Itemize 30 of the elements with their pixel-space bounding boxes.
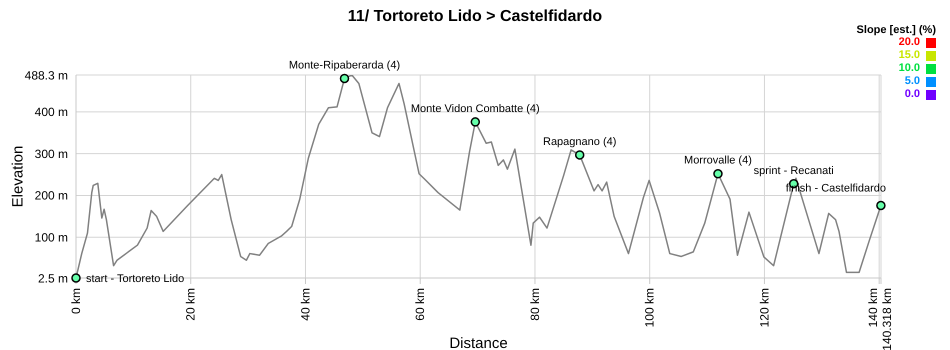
color-bar-label: 15.0 <box>898 49 920 62</box>
y-tick-label: 400 m <box>34 105 68 120</box>
annotation: Rapagnano (4) <box>543 136 616 148</box>
x-tick-label: 140 km <box>866 288 880 328</box>
color-bar-label: 10.0 <box>898 62 920 75</box>
y-tick-label: 488.3 m <box>24 68 68 82</box>
x-tick-label: 0 km <box>69 288 83 314</box>
x-tick-label: 60 km <box>413 288 428 321</box>
y-axis-title: Elevation <box>10 144 26 210</box>
x-tick-label: 140.318 km <box>880 288 894 350</box>
color-bar-label: 0.0 <box>904 88 920 101</box>
y-tick-label: 200 m <box>34 188 68 203</box>
chart-title: 11/ Tortoreto Lido > Castelfidardo <box>348 8 602 25</box>
x-axis-title: Distance <box>449 335 508 350</box>
color-bar-label: 5.0 <box>904 75 920 88</box>
x-tick-label: 20 km <box>184 288 198 321</box>
color-bar-title: Slope [est.] (%) <box>856 24 936 36</box>
x-tick-label: 40 km <box>298 288 312 321</box>
y-tick-label: 100 m <box>34 230 68 245</box>
annotation: Monte Vidon Combatte (4) <box>410 102 540 115</box>
y-tick-label: 2.5 m <box>38 271 68 286</box>
annotation: Morrovalle (4) <box>684 154 752 167</box>
x-tick-label: 120 km <box>757 288 772 328</box>
annotation: Monte-Ripaberarda (4) <box>288 59 400 72</box>
x-tick-label: 100 km <box>642 288 657 328</box>
y-tick-label: 300 m <box>34 146 68 161</box>
color-bar-label: 20.0 <box>898 36 920 49</box>
annotation: sprint - Recanati <box>754 164 834 177</box>
x-tick-label: 80 km <box>528 288 542 321</box>
annotation: start - Tortoreto Lido <box>86 272 184 285</box>
